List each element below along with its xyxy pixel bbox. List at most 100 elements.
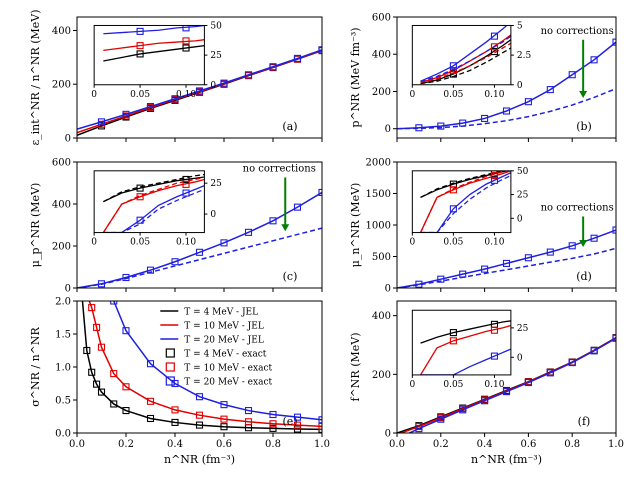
inset-series-line-1 xyxy=(419,324,511,375)
legend-label: T = 4 MeV - JEL xyxy=(184,308,258,318)
inset-exact-marker-2 xyxy=(136,216,144,224)
inset-exact-marker-0 xyxy=(182,175,190,184)
exact-marker-f-2 xyxy=(481,397,489,405)
inset-exact-marker-2 xyxy=(490,176,499,184)
y-axis-label: ε_int^NR / n^NR (MeV) xyxy=(29,9,42,145)
y-tick-label: 500 xyxy=(372,252,391,263)
x-tick-label: 0.2 xyxy=(118,439,134,450)
inset-exact-marker-2 xyxy=(136,27,144,35)
inset-series-line-4 xyxy=(102,176,205,233)
exact-marker-a-2 xyxy=(244,71,253,79)
y-tick-label: 2.0 xyxy=(55,297,71,308)
panel-c: 0 200 400 600 μ_p^NR (MeV) (c) no corrections 0… xyxy=(29,158,323,295)
y-tick-label: 1000 xyxy=(366,221,391,232)
exact-marker-d-0 xyxy=(502,259,511,267)
series-line-c-0 xyxy=(77,191,322,288)
exact-marker-e-1 xyxy=(318,422,322,430)
x-tick-label: 0.6 xyxy=(216,439,232,450)
exact-marker-a-2 xyxy=(146,102,155,111)
exact-marker-f-2 xyxy=(524,378,532,387)
inset-x-tick-label: 0 xyxy=(91,238,97,248)
exact-marker-e-1 xyxy=(93,323,101,331)
exact-marker-f-2 xyxy=(459,406,467,414)
legend-swatch-square xyxy=(165,348,175,358)
y-tick-label: 0 xyxy=(385,124,391,135)
y-tick-label: 1.5 xyxy=(55,330,71,341)
series-line-e-1 xyxy=(88,301,322,428)
exact-marker-d-0 xyxy=(524,254,532,262)
annotation-arrowhead xyxy=(579,240,588,248)
inset-exact-marker-1 xyxy=(449,66,457,75)
inset-series-line-4 xyxy=(420,42,511,84)
exact-marker-e-0 xyxy=(88,368,96,376)
exact-marker-d-0 xyxy=(437,275,445,283)
exact-marker-e-1 xyxy=(88,304,96,312)
exact-marker-e-0 xyxy=(122,407,130,415)
exact-marker-d-0 xyxy=(590,234,598,242)
exact-marker-a-2 xyxy=(318,46,322,54)
inset-series-line-2 xyxy=(420,348,511,375)
y-tick-label: 200 xyxy=(52,242,71,253)
y-tick-label: 1.0 xyxy=(55,363,71,374)
inset-exact-marker-1 xyxy=(136,42,144,50)
inset-exact-marker-1 xyxy=(182,37,190,45)
inset-x-tick-label: 0 xyxy=(409,238,415,248)
y-tick-label: 0 xyxy=(385,284,391,295)
exact-marker-f-2 xyxy=(502,388,511,396)
inset-a: 0 0.05 0.10 0 25 50 xyxy=(91,21,222,99)
y-tick-label: 0.5 xyxy=(55,396,71,407)
y-tick-label: 0 xyxy=(65,134,71,145)
exact-marker-c-0 xyxy=(146,266,155,274)
series-line-e-0 xyxy=(81,301,322,431)
exact-marker-e-1 xyxy=(269,420,277,428)
inset-exact-marker-2 xyxy=(182,189,190,197)
exact-marker-b-0 xyxy=(502,107,511,115)
inset-exact-marker-1 xyxy=(136,193,144,201)
inset-exact-marker-1 xyxy=(449,337,457,345)
annotation-arrowhead xyxy=(579,90,588,98)
exact-marker-e-1 xyxy=(244,418,253,426)
inset-exact-marker-2 xyxy=(449,205,457,213)
inset-series-line-4 xyxy=(419,170,510,233)
exact-marker-c-0 xyxy=(122,273,130,282)
exact-marker-e-1 xyxy=(293,421,302,429)
inset-exact-marker-0 xyxy=(136,50,144,58)
inset-y-tick-label: 0 xyxy=(517,214,523,224)
inset-series-line-0 xyxy=(103,176,205,203)
inset-series-line-0 xyxy=(420,320,511,344)
inset-series-line-3 xyxy=(420,47,511,85)
series-line-b-1 xyxy=(397,87,616,130)
series-group xyxy=(397,226,616,288)
inset-series-line-2 xyxy=(420,25,508,82)
exact-marker-a-2 xyxy=(269,63,277,71)
exact-marker-e-0 xyxy=(171,418,179,426)
legend-swatch-square xyxy=(165,362,175,372)
inset-background xyxy=(94,170,205,233)
y-tick-label: 0.0 xyxy=(55,429,71,440)
inset-exact-marker-1 xyxy=(490,43,499,51)
inset-exact-marker-0 xyxy=(449,329,457,337)
x-tick-label: 0.2 xyxy=(433,439,449,450)
inset-y-tick-label: 0 xyxy=(517,353,523,363)
panel-f: 0.0 0.2 0.4 0.6 0.8 1.0 0 200 400 f^NR (MeV) n^NR … xyxy=(349,300,624,466)
exact-marker-e-1 xyxy=(97,343,106,351)
inset-y-tick-label: 50 xyxy=(517,167,529,177)
inset-series-group xyxy=(419,320,511,375)
plot-frame xyxy=(396,300,617,434)
x-tick-label: 1.0 xyxy=(314,439,330,450)
inset-x-tick-label: 0.05 xyxy=(443,238,463,248)
y-axis-label: σ^NR / n^NR xyxy=(29,327,42,407)
exact-marker-d-0 xyxy=(612,226,616,234)
series-group xyxy=(81,301,322,433)
inset-exact-marker-2 xyxy=(490,32,499,40)
y-tick-label: 200 xyxy=(52,80,71,91)
inset-x-tick-label: 0 xyxy=(409,90,415,100)
annotation-text: no corrections xyxy=(541,203,614,214)
legend-label: T = 20 MeV - exact xyxy=(184,378,272,388)
inset-y-tick-label: 0 xyxy=(210,81,216,91)
exact-marker-f-2 xyxy=(590,347,598,355)
exact-marker-e-0 xyxy=(93,380,101,388)
exact-marker-e-2 xyxy=(122,327,130,335)
exact-marker-e-1 xyxy=(220,415,228,423)
exact-marker-b-0 xyxy=(568,71,576,79)
